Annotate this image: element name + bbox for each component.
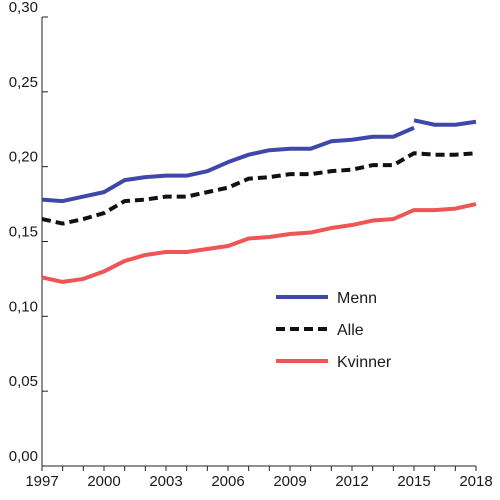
series-line-alle-segment-1 (41, 151, 477, 226)
legend-label-menn: Menn (337, 290, 377, 307)
y-tick-label: 0,20 (9, 149, 38, 166)
y-tick-label: 0,10 (9, 298, 38, 315)
x-tick-label: 2000 (87, 473, 120, 490)
x-tick-label: 1997 (25, 473, 58, 490)
axes: 0,00 0,05 0,10 0,15 0,20 0,25 0,30 1997 2000 2003… (9, 0, 493, 490)
series-line-kvinner-segment-1 (41, 202, 477, 284)
y-tick-label: 0,25 (9, 74, 38, 91)
y-tick-label: 0,30 (9, 0, 38, 16)
legend: Menn Alle Kvinner (276, 290, 392, 371)
legend-label-alle: Alle (337, 322, 364, 339)
series-layer (41, 118, 477, 284)
x-tick-label: 2012 (335, 473, 368, 490)
y-tick-label: 0,05 (9, 373, 38, 390)
legend-label-kvinner: Kvinner (337, 354, 392, 371)
x-tick-label: 2015 (397, 473, 430, 490)
x-tick-label: 2006 (211, 473, 244, 490)
y-tick-label: 0,00 (9, 448, 38, 465)
x-tick-label: 2003 (149, 473, 182, 490)
series-line-menn-segment-2 (413, 118, 477, 127)
series-line-menn-segment-1 (41, 125, 415, 204)
y-tick-label: 0,15 (9, 224, 38, 241)
x-tick-label: 2018 (459, 473, 492, 490)
x-tick-label: 2009 (273, 473, 306, 490)
